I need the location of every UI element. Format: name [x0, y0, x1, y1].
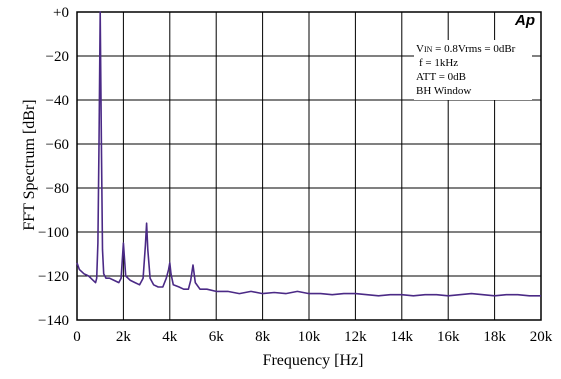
y-tick-label: −80 [46, 181, 69, 197]
y-axis-label: FFT Spectrum [dBr] [21, 99, 38, 230]
x-tick-label: 20k [530, 329, 553, 345]
annotation-vin: VIN = 0.8Vrms = 0dBr [416, 43, 516, 55]
y-tick-label: −20 [46, 49, 69, 65]
x-tick-label: 4k [162, 329, 178, 345]
x-tick-label: 0 [73, 329, 81, 345]
ap-logo: Ap [514, 12, 535, 29]
x-tick-label: 14k [391, 329, 414, 345]
x-tick-label: 6k [209, 329, 225, 345]
y-tick-label: −60 [46, 137, 69, 153]
plot-area [76, 11, 541, 297]
x-tick-label: 16k [437, 329, 460, 345]
annotation-attenuation: ATT = 0dB [416, 71, 466, 83]
plot-frame [76, 11, 542, 321]
x-tick-label: 10k [298, 329, 321, 345]
x-tick-label: 8k [255, 329, 271, 345]
y-axis: +0 −20 −40 −60 −80 −100 −120 −140 [38, 5, 69, 329]
y-tick-label: −100 [38, 225, 69, 241]
annotation-frequency: f = 1kHz [419, 57, 458, 69]
annotation-box [414, 40, 532, 100]
measurement-annotation: VIN = 0.8Vrms = 0dBr f = 1kHz ATT = 0dB … [414, 40, 532, 100]
series-line-0 [76, 11, 541, 297]
x-tick-label: 18k [483, 329, 506, 345]
y-tick-label: −40 [46, 93, 69, 109]
x-axis-label: Frequency [Hz] [263, 352, 364, 369]
annotation-window: BH Window [416, 85, 471, 97]
y-tick-label: −140 [38, 313, 69, 329]
x-axis: 0 2k 4k 6k 8k 10k 12k 14k 16k 18k 20k [73, 329, 553, 345]
x-tick-label: 2k [116, 329, 132, 345]
y-tick-label: −120 [38, 269, 69, 285]
x-tick-label: 12k [344, 329, 367, 345]
svg-text:Ap: Ap [514, 12, 535, 29]
y-tick-label: +0 [53, 5, 69, 21]
